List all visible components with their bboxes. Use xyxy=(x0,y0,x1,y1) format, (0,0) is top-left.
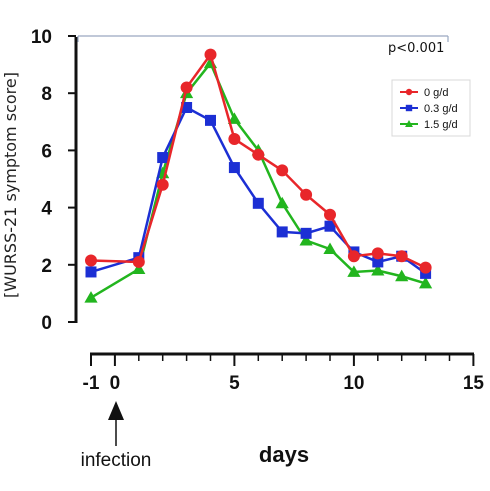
infection-annotation: infection xyxy=(81,401,152,471)
data-point-circle xyxy=(347,250,360,263)
data-point-triangle xyxy=(275,196,289,209)
data-point-circle xyxy=(85,254,97,267)
data-point-square xyxy=(157,152,169,164)
x-tick-label: 0 xyxy=(110,373,121,394)
data-point-square xyxy=(228,162,240,174)
y-ticks: 0 2 4 6 8 10 xyxy=(31,27,76,334)
data-point-square xyxy=(324,220,336,232)
data-point-square xyxy=(252,197,264,209)
data-point-circle xyxy=(419,261,432,274)
legend-label: 1.5 g/d xyxy=(424,119,458,131)
p-value-label: p<0.001 xyxy=(388,41,444,56)
data-point-triangle xyxy=(299,233,313,246)
data-point-circle xyxy=(252,148,265,161)
legend-label: 0.3 g/d xyxy=(424,103,458,115)
y-tick-label: 2 xyxy=(41,256,52,277)
data-point-triangle xyxy=(371,263,385,276)
data-point-circle xyxy=(156,178,169,191)
y-tick-label: 8 xyxy=(41,84,52,105)
data-point-circle xyxy=(300,188,313,201)
x-axis-label: days xyxy=(259,442,309,467)
y-tick-label: 6 xyxy=(41,141,52,162)
data-point-triangle xyxy=(132,262,146,275)
infection-arrow-head xyxy=(108,401,124,420)
data-point-square xyxy=(181,102,193,113)
legend-items: 0 g/d 0.3 g/d 1.5 g/d xyxy=(400,87,458,131)
data-point-circle xyxy=(276,164,289,177)
y-tick-label: 0 xyxy=(41,313,52,334)
series-0-g-d xyxy=(85,48,432,274)
infection-label: infection xyxy=(81,450,152,471)
data-point-triangle xyxy=(84,291,98,303)
data-point-triangle xyxy=(227,112,241,124)
y-tick-label: 10 xyxy=(31,27,52,48)
series-layer xyxy=(84,48,433,303)
x-tick-label: 15 xyxy=(463,373,485,394)
series-line xyxy=(90,51,427,269)
data-point-circle xyxy=(405,88,413,96)
data-point-triangle xyxy=(347,265,361,277)
y-tick-label: 4 xyxy=(41,199,52,220)
legend-label: 0 g/d xyxy=(424,87,448,99)
data-point-circle xyxy=(395,250,408,263)
data-point-square xyxy=(300,227,312,239)
x-tick-label: 10 xyxy=(343,373,364,394)
y-axis-label: [WURSS-21 symptom score] xyxy=(1,72,20,298)
data-point-square xyxy=(405,104,413,112)
data-point-triangle xyxy=(395,269,409,282)
data-point-square xyxy=(205,114,216,126)
data-point-square xyxy=(85,266,97,278)
legend: 0 g/d 0.3 g/d 1.5 g/d xyxy=(391,79,471,137)
data-point-square xyxy=(276,226,288,238)
data-point-triangle xyxy=(323,242,337,255)
x-ticks: -1 0 5 10 15 xyxy=(83,354,485,394)
data-point-circle xyxy=(324,208,336,221)
data-point-circle xyxy=(228,132,241,145)
data-point-circle xyxy=(180,81,193,94)
data-point-circle xyxy=(204,48,217,61)
data-point-circle xyxy=(132,255,145,268)
data-point-circle xyxy=(371,247,384,260)
x-tick-label: 5 xyxy=(229,373,240,394)
x-tick-label: -1 xyxy=(83,373,100,394)
data-point-square xyxy=(372,256,384,268)
data-point-triangle xyxy=(419,276,433,289)
data-point-triangle xyxy=(405,120,413,127)
